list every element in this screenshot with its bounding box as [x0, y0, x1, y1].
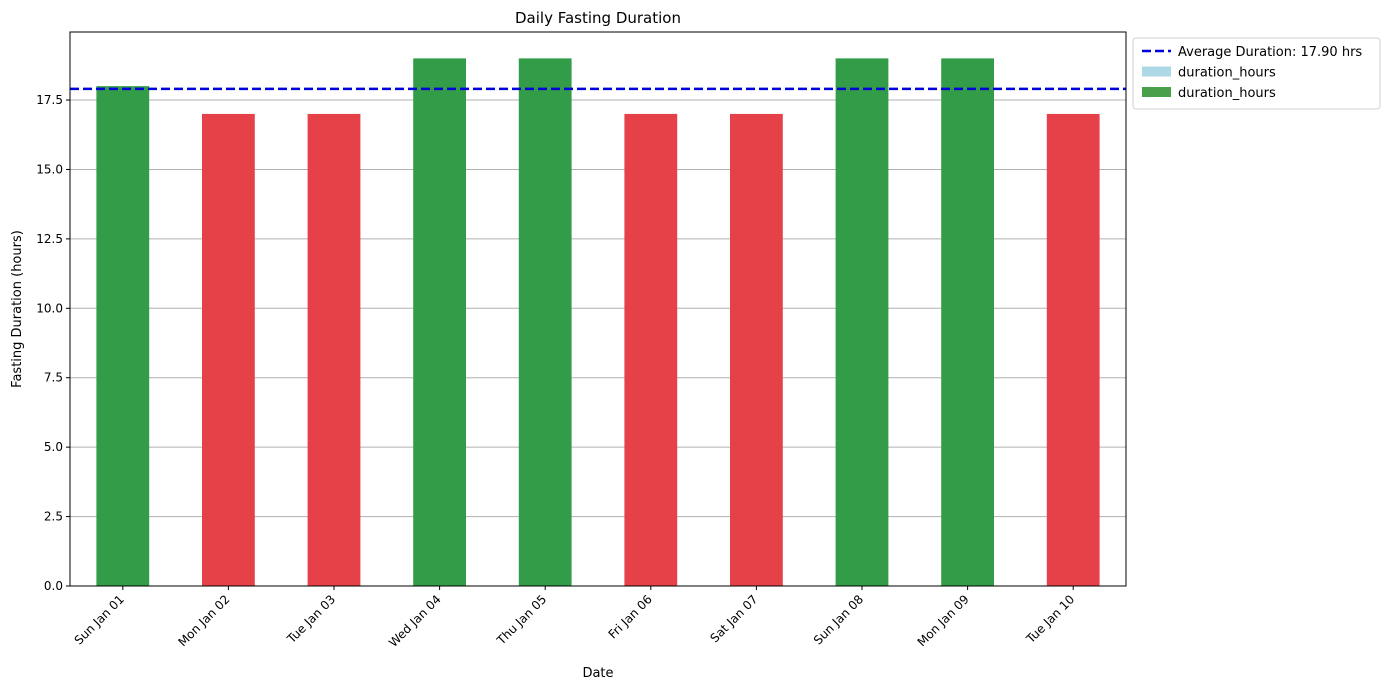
x-tick-label: Tue Jan 03 — [284, 592, 338, 646]
y-tick-label: 5.0 — [44, 440, 63, 454]
y-tick-label: 17.5 — [36, 93, 63, 107]
x-tick-label: Sat Jan 07 — [707, 592, 760, 645]
y-axis-title: Fasting Duration (hours) — [10, 230, 25, 388]
x-axis: Sun Jan 01 Mon Jan 02 Tue Jan 03 Wed Jan 04… — [72, 586, 1077, 650]
x-tick-label: Tue Jan 10 — [1023, 592, 1077, 646]
y-tick-label: 15.0 — [36, 162, 63, 176]
plot-frame — [69, 31, 1127, 587]
legend-label: duration_hours — [1178, 86, 1276, 101]
chart-title: Daily Fasting Duration — [515, 9, 681, 27]
bar — [730, 113, 783, 586]
bar — [624, 113, 678, 586]
x-axis-title: Date — [582, 666, 613, 681]
bar — [941, 58, 994, 586]
bar — [413, 58, 466, 586]
legend-box — [1132, 37, 1381, 110]
bar — [518, 58, 572, 586]
x-tick-label: Sun Jan 08 — [811, 592, 866, 647]
y-tick-label: 12.5 — [36, 232, 63, 246]
legend-label: duration_hours — [1178, 66, 1276, 81]
x-tick-label: Sun Jan 01 — [72, 592, 127, 647]
legend: Average Duration: 17.90 hrs duration_hour… — [1132, 37, 1381, 110]
legend-patch-swatch — [1142, 87, 1171, 97]
bar — [202, 113, 255, 586]
x-tick-label: Mon Jan 09 — [915, 592, 972, 649]
y-tick-label: 0.0 — [44, 579, 63, 593]
y-tick-label: 7.5 — [44, 371, 63, 385]
legend-patch-swatch — [1142, 66, 1171, 77]
x-tick-label: Fri Jan 06 — [606, 592, 655, 641]
bar — [307, 113, 361, 586]
x-tick-label: Thu Jan 05 — [494, 592, 550, 648]
bar — [1046, 113, 1100, 586]
y-axis: 0.0 2.5 5.0 7.5 10.0 12.5 15.0 17.5 — [36, 93, 70, 593]
legend-label: Average Duration: 17.90 hrs — [1178, 45, 1362, 60]
x-tick-label: Wed Jan 04 — [386, 592, 444, 650]
bar — [96, 86, 150, 586]
y-tick-label: 2.5 — [44, 510, 63, 524]
bar — [835, 58, 889, 586]
x-tick-label: Mon Jan 02 — [175, 592, 232, 649]
bar-series — [96, 58, 1100, 586]
y-tick-label: 10.0 — [36, 301, 63, 315]
